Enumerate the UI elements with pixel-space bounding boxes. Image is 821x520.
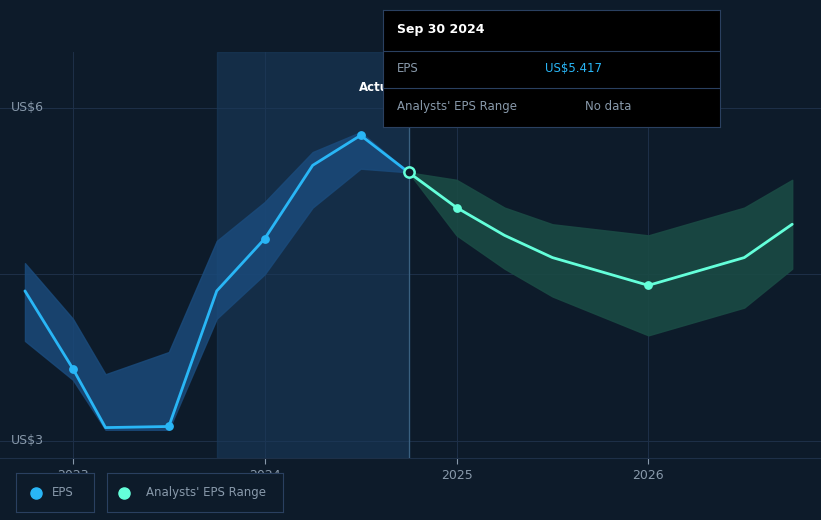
Point	[258, 235, 271, 243]
Text: US$6: US$6	[11, 101, 44, 114]
Bar	[217, 52, 409, 458]
Point	[450, 203, 463, 212]
Text: No data: No data	[585, 100, 631, 113]
Text: Analysts' EPS Range: Analysts' EPS Range	[145, 486, 265, 499]
Text: Actual: Actual	[359, 81, 401, 94]
Text: EPS: EPS	[52, 486, 73, 499]
Text: EPS: EPS	[397, 62, 419, 75]
Point	[642, 281, 655, 290]
Point	[402, 168, 415, 176]
Point	[67, 365, 80, 373]
Point	[354, 131, 367, 139]
Text: Analysts' EPS Range: Analysts' EPS Range	[397, 100, 517, 113]
Text: US$3: US$3	[11, 434, 44, 447]
Text: US$5.417: US$5.417	[545, 62, 602, 75]
Text: Sep 30 2024: Sep 30 2024	[397, 23, 484, 36]
Point	[163, 422, 176, 431]
Text: Analysts Forecasts: Analysts Forecasts	[420, 81, 530, 94]
